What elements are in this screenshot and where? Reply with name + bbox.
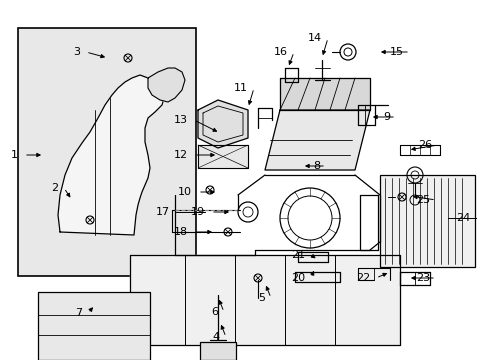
Polygon shape [58, 75, 164, 235]
Text: 22: 22 [355, 273, 369, 283]
Bar [200, 342, 236, 360]
Text: 10: 10 [178, 187, 192, 197]
Text: 19: 19 [190, 207, 204, 217]
Polygon shape [198, 100, 247, 148]
Polygon shape [198, 145, 247, 168]
Text: 17: 17 [156, 207, 170, 217]
Text: 11: 11 [234, 83, 247, 93]
Polygon shape [280, 78, 369, 110]
Text: 23: 23 [415, 273, 429, 283]
Text: 21: 21 [290, 250, 305, 260]
Bar [379, 175, 474, 267]
Text: 12: 12 [174, 150, 187, 160]
Bar [18, 28, 196, 276]
Text: 25: 25 [415, 195, 429, 205]
Text: 26: 26 [417, 140, 431, 150]
Text: 24: 24 [455, 213, 469, 223]
Polygon shape [130, 255, 399, 345]
Text: 6: 6 [210, 307, 218, 317]
Text: 16: 16 [273, 47, 287, 57]
Text: 1: 1 [11, 150, 18, 160]
Text: 7: 7 [75, 308, 82, 318]
Text: 13: 13 [174, 115, 187, 125]
Text: 3: 3 [73, 47, 80, 57]
Text: 9: 9 [382, 112, 389, 122]
Text: 4: 4 [212, 332, 220, 342]
Text: 15: 15 [389, 47, 403, 57]
Bar [38, 292, 150, 360]
Text: 8: 8 [312, 161, 319, 171]
Text: 18: 18 [174, 227, 187, 237]
Polygon shape [264, 110, 369, 170]
Polygon shape [148, 68, 184, 102]
Text: 2: 2 [51, 183, 58, 193]
Text: 20: 20 [290, 273, 305, 283]
Text: 5: 5 [258, 293, 264, 303]
Text: 14: 14 [307, 33, 321, 43]
